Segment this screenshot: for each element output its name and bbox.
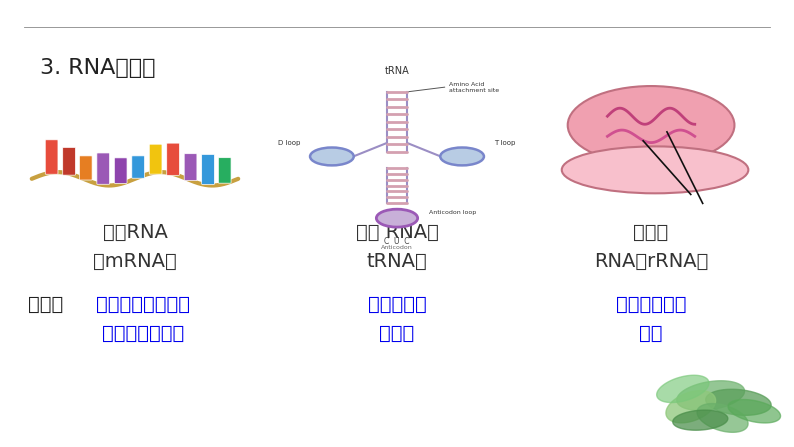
Ellipse shape: [440, 148, 484, 165]
Text: 携带遗传信息，蛋: 携带遗传信息，蛋: [96, 295, 190, 313]
Text: Anticodon loop: Anticodon loop: [429, 210, 476, 215]
FancyBboxPatch shape: [184, 154, 197, 181]
Polygon shape: [657, 375, 709, 403]
Text: 信使RNA: 信使RNA: [102, 223, 168, 242]
Polygon shape: [676, 381, 745, 410]
FancyBboxPatch shape: [132, 156, 145, 178]
Polygon shape: [697, 404, 748, 432]
Text: 白质合成的模板: 白质合成的模板: [102, 324, 184, 342]
Text: D loop: D loop: [278, 140, 300, 146]
Text: 核糖体: 核糖体: [634, 223, 669, 242]
Text: T loop: T loop: [494, 140, 515, 146]
FancyBboxPatch shape: [97, 153, 110, 184]
Text: 作用：: 作用：: [28, 295, 63, 313]
Ellipse shape: [310, 148, 353, 165]
Text: tRNA）: tRNA）: [367, 252, 427, 271]
Polygon shape: [728, 400, 781, 423]
FancyBboxPatch shape: [45, 140, 58, 174]
FancyBboxPatch shape: [167, 143, 179, 175]
FancyBboxPatch shape: [202, 155, 214, 185]
Text: 识别并运载: 识别并运载: [368, 295, 426, 313]
Text: 氨基酸: 氨基酸: [380, 324, 414, 342]
Text: 成分: 成分: [639, 324, 663, 342]
FancyBboxPatch shape: [114, 158, 127, 183]
Text: Amino Acid
attachment site: Amino Acid attachment site: [449, 82, 499, 93]
FancyBboxPatch shape: [149, 144, 162, 174]
Polygon shape: [706, 389, 771, 415]
Ellipse shape: [376, 209, 418, 227]
Text: 3. RNA的种类: 3. RNA的种类: [40, 58, 155, 78]
Text: 核糖体的组成: 核糖体的组成: [616, 295, 686, 313]
Text: Anticodon: Anticodon: [381, 245, 413, 250]
Polygon shape: [673, 410, 728, 430]
Ellipse shape: [568, 86, 734, 164]
Text: （mRNA）: （mRNA）: [93, 252, 177, 271]
Text: RNA（rRNA）: RNA（rRNA）: [594, 252, 708, 271]
FancyBboxPatch shape: [218, 158, 231, 183]
Polygon shape: [666, 391, 715, 423]
FancyBboxPatch shape: [79, 156, 92, 180]
FancyBboxPatch shape: [63, 148, 75, 175]
Text: C  U  C: C U C: [384, 237, 410, 246]
Text: 转运 RNA（: 转运 RNA（: [356, 223, 438, 242]
Ellipse shape: [562, 147, 748, 193]
Text: tRNA: tRNA: [384, 66, 410, 76]
